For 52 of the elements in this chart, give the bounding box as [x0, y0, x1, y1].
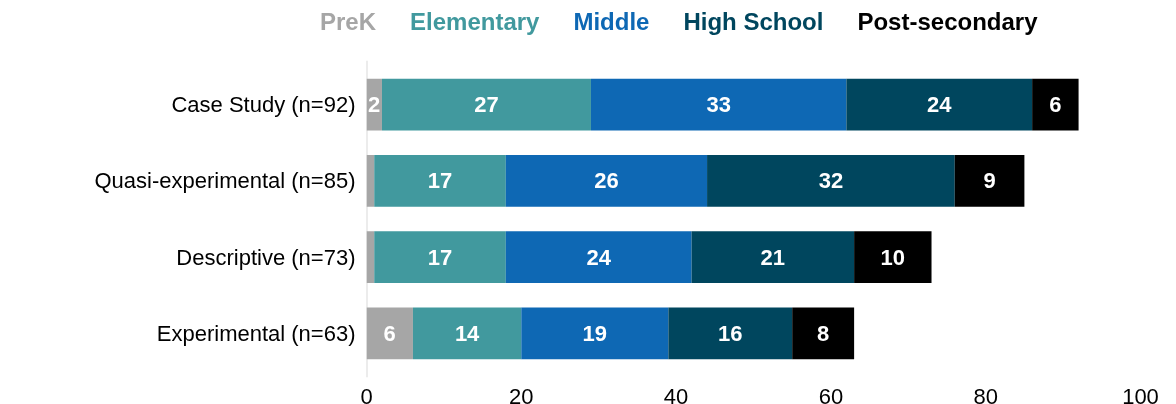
data-label: 21	[760, 244, 786, 270]
bar	[954, 154, 1025, 207]
series-label: Post-secondary	[857, 7, 1038, 37]
y-tick-label: Case Study (n=92)	[171, 92, 356, 118]
bar	[846, 78, 1033, 131]
data-label: 24	[586, 244, 612, 270]
series-label: Middle	[573, 7, 650, 37]
y-tick-label: Experimental (n=63)	[156, 320, 356, 346]
x-tick-label: 100	[1122, 383, 1159, 404]
bar	[381, 78, 591, 131]
bar	[366, 307, 413, 360]
bar	[374, 154, 506, 207]
data-label: 16	[718, 320, 743, 346]
data-label: 6	[383, 320, 396, 346]
series-label: PreK	[320, 7, 377, 37]
bar	[668, 307, 793, 360]
bar	[691, 231, 855, 284]
data-label: 19	[582, 320, 608, 346]
data-label: 9	[983, 168, 996, 194]
bar	[854, 231, 932, 284]
x-tick-label: 20	[509, 383, 534, 404]
x-tick-label: 80	[973, 383, 998, 404]
bar	[590, 78, 847, 131]
x-tick-label: 0	[360, 383, 373, 404]
data-label: 2	[368, 92, 381, 118]
text: High School	[683, 7, 824, 37]
data-label: 8	[817, 320, 830, 346]
x-tick-label: 60	[818, 383, 844, 404]
data-label: 26	[594, 168, 619, 194]
bar	[366, 231, 375, 284]
data-label: 6	[1049, 92, 1062, 118]
bar	[505, 231, 692, 284]
data-label: 10	[880, 244, 906, 270]
y-tick-label: Descriptive (n=73)	[176, 244, 356, 270]
data-label: 24	[927, 92, 953, 118]
data-label: 33	[706, 92, 731, 118]
bar	[792, 307, 855, 360]
series-label: Elementary	[410, 7, 540, 37]
bar	[505, 154, 708, 207]
bar	[521, 307, 669, 360]
data-label: 17	[427, 168, 453, 194]
bar	[374, 231, 506, 284]
data-label: 17	[427, 244, 453, 270]
bar	[1032, 78, 1079, 131]
bar	[366, 154, 375, 207]
x-tick-label: 40	[663, 383, 689, 404]
bar	[412, 307, 522, 360]
bar	[707, 154, 955, 207]
data-label: 14	[454, 320, 481, 346]
y-tick-label: Quasi-experimental (n=85)	[94, 168, 356, 194]
data-label: 27	[474, 92, 499, 118]
data-label: 32	[818, 168, 844, 194]
